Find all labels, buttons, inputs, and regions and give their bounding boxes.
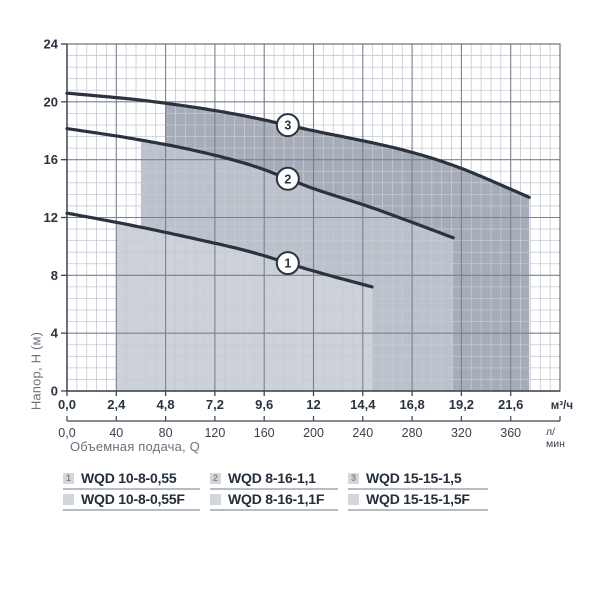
- x-axis-title: Объемная подача, Q: [70, 439, 200, 454]
- legend-column-1: 1 WQD 10-8-0,55 WQD 10-8-0,55F: [63, 469, 200, 513]
- y-tick-label: 20: [44, 94, 58, 109]
- x-tick-label-m3h: 19,2: [449, 397, 474, 412]
- legend-divider: [63, 509, 200, 511]
- series-3f-label: WQD 15-15-1,5F: [366, 490, 470, 507]
- legend-divider: [348, 509, 488, 511]
- x-tick-label-m3h: 0,0: [58, 397, 76, 412]
- y-tick-label: 12: [44, 210, 58, 225]
- x-tick-label-m3h: 7,2: [206, 397, 224, 412]
- curve-series-3: [65, 91, 531, 199]
- y-tick-label: 0: [51, 384, 58, 399]
- legend-entry-3f: WQD 15-15-1,5F: [348, 490, 488, 507]
- legend-divider: [63, 488, 200, 490]
- x-tick-label-m3h: 9,6: [255, 397, 273, 412]
- x-tick-label-lmin: 160: [254, 426, 275, 440]
- x-tick-label-lmin: 240: [352, 426, 373, 440]
- legend-divider: [348, 488, 488, 490]
- x-tick-label-m3h: 4,8: [157, 397, 175, 412]
- series-2-label: WQD 8-16-1,1: [228, 469, 316, 486]
- grid: [67, 44, 560, 391]
- legend-column-3: 3 WQD 15-15-1,5 WQD 15-15-1,5F: [348, 469, 488, 513]
- x-tick-label-m3h: 14,4: [350, 397, 376, 412]
- curve-marker-number: 3: [284, 119, 291, 133]
- series-2f-label: WQD 8-16-1,1F: [228, 490, 325, 507]
- x-tick-label-lmin: 360: [500, 426, 521, 440]
- x-tick-label-lmin: 280: [402, 426, 423, 440]
- legend-entry-1: 1 WQD 10-8-0,55: [63, 469, 200, 486]
- y-tick-label: 4: [51, 326, 59, 341]
- series-3-label: WQD 15-15-1,5: [366, 469, 462, 486]
- legend-entry-2f: WQD 8-16-1,1F: [210, 490, 338, 507]
- y-axis-title: Напор, Н (м): [28, 331, 44, 411]
- curve-marker-2: [275, 166, 300, 191]
- legend-divider: [210, 509, 338, 511]
- x-tick-label-m3h: 21,6: [498, 397, 523, 412]
- curve-marker-1: [275, 251, 300, 276]
- curve-markers: 1 2 3: [275, 113, 300, 276]
- x-tick-label-m3h: 2,4: [107, 397, 126, 412]
- series-1f-label: WQD 10-8-0,55F: [81, 490, 185, 507]
- series-1-label: WQD 10-8-0,55: [81, 469, 177, 486]
- secondary-scale: 0,0 40 80 120 160 200 240 280 320 360: [58, 416, 561, 440]
- series-2f-swatch: [210, 494, 221, 505]
- curve-marker-3: [275, 113, 300, 138]
- legend-entry-3: 3 WQD 15-15-1,5: [348, 469, 488, 486]
- curve-series-2: [65, 127, 455, 240]
- series-3f-swatch: [348, 494, 359, 505]
- x-tick-label-lmin: 0,0: [58, 426, 75, 440]
- x-tick-label-lmin: 320: [451, 426, 472, 440]
- legend-column-2: 2 WQD 8-16-1,1 WQD 8-16-1,1F: [210, 469, 338, 513]
- x-tick-label-m3h: 16,8: [399, 397, 424, 412]
- legend-entry-2: 2 WQD 8-16-1,1: [210, 469, 338, 486]
- x-axis-unit-lmin: л/мин: [546, 426, 565, 450]
- legend-entry-1f: WQD 10-8-0,55F: [63, 490, 200, 507]
- pump-curves: [65, 91, 531, 289]
- series-3-number-badge: 3: [348, 473, 359, 484]
- series-1-number-badge: 1: [63, 473, 74, 484]
- curve-series-1: [65, 211, 374, 289]
- series-1f-swatch: [63, 494, 74, 505]
- series-2-number-badge: 2: [210, 473, 221, 484]
- x-tick-label-lmin: 120: [204, 426, 225, 440]
- x-tick-label-m3h: 12: [306, 397, 320, 412]
- x-axis-unit-m3h: м³/ч: [550, 400, 573, 412]
- x-tick-label-lmin: 200: [303, 426, 324, 440]
- legend: 1 WQD 10-8-0,55 WQD 10-8-0,55F 2 WQD 8-1…: [0, 469, 600, 521]
- x-tick-label-lmin: 80: [159, 426, 173, 440]
- y-tick-label: 24: [44, 37, 59, 52]
- x-tick-label-lmin: 40: [109, 426, 123, 440]
- curve-marker-number: 2: [284, 172, 291, 186]
- y-tick-label: 16: [44, 152, 58, 167]
- curve-marker-number: 1: [284, 257, 291, 271]
- y-tick-label: 8: [51, 268, 58, 283]
- legend-divider: [210, 488, 338, 490]
